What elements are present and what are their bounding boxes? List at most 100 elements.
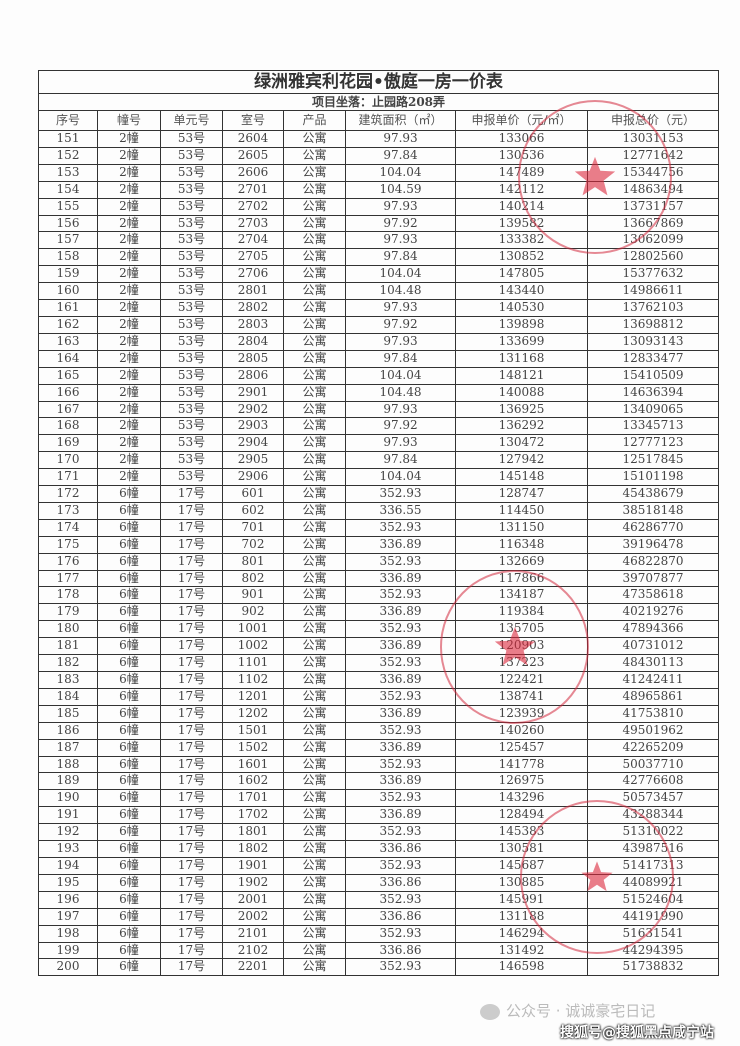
table-row: 180 6幢 17号 1001 公寓 352.93 135705 47894366 <box>38 620 719 639</box>
table-row: 166 2幢 53号 2901 公寓 104.48 140088 14636394 <box>38 383 719 402</box>
table-cell: 352.93 <box>345 789 456 808</box>
table-cell: 97.93 <box>345 332 456 351</box>
table-cell: 139898 <box>455 315 588 334</box>
table-cell: 153 <box>38 163 98 182</box>
table-cell: 53号 <box>160 214 223 233</box>
table-cell: 131492 <box>455 941 588 960</box>
table-cell: 2701 <box>222 180 284 199</box>
table-cell: 13762103 <box>587 299 719 317</box>
table-cell: 6幢 <box>97 721 161 740</box>
table-cell: 104.04 <box>345 468 456 487</box>
table-cell: 156 <box>38 214 98 233</box>
table-cell: 199 <box>38 941 98 960</box>
table-cell: 117866 <box>455 569 588 588</box>
table-cell: 53号 <box>160 299 223 317</box>
table-cell: 148121 <box>455 366 588 385</box>
table-cell: 160 <box>38 282 98 301</box>
table-cell: 146598 <box>455 958 588 977</box>
table-cell: 公寓 <box>283 738 346 757</box>
table-cell: 公寓 <box>283 349 346 368</box>
table-cell: 181 <box>38 637 98 656</box>
table-cell: 352.93 <box>345 620 456 639</box>
table-cell: 公寓 <box>283 721 346 740</box>
table-cell: 352.93 <box>345 552 456 571</box>
table-cell: 178 <box>38 586 98 605</box>
table-cell: 13667869 <box>587 214 719 233</box>
table-cell: 公寓 <box>283 569 346 588</box>
table-cell: 352.93 <box>345 856 456 875</box>
table-row: 174 6幢 17号 701 公寓 352.93 131150 46286770 <box>38 518 719 537</box>
table-cell: 12517845 <box>587 451 719 470</box>
table-row: 162 2幢 53号 2803 公寓 97.92 139898 13698812 <box>38 315 719 334</box>
table-cell: 公寓 <box>283 299 346 317</box>
table-cell: 183 <box>38 671 98 689</box>
table-cell: 公寓 <box>283 501 346 520</box>
table-cell: 14986611 <box>587 282 719 301</box>
table-cell: 104.48 <box>345 282 456 301</box>
table-cell: 公寓 <box>283 130 346 148</box>
table-cell: 1902 <box>222 873 284 892</box>
table-row: 173 6幢 17号 602 公寓 336.55 114450 38518148 <box>38 501 719 520</box>
table-cell: 336.86 <box>345 873 456 892</box>
table-cell: 97.93 <box>345 400 456 419</box>
table-row: 183 6幢 17号 1102 公寓 336.89 122421 41242411 <box>38 671 719 689</box>
table-cell: 53号 <box>160 383 223 402</box>
table-row: 179 6幢 17号 902 公寓 336.89 119384 40219276 <box>38 603 719 622</box>
table-cell: 6幢 <box>97 620 161 639</box>
table-cell: 2605 <box>222 146 284 165</box>
table-cell: 167 <box>38 400 98 419</box>
table-cell: 17号 <box>160 654 223 672</box>
table-cell: 1201 <box>222 687 284 706</box>
table-cell: 2幢 <box>97 349 161 368</box>
table-row: 200 6幢 17号 2201 公寓 352.93 146598 51738832 <box>38 958 719 977</box>
table-cell: 53号 <box>160 468 223 487</box>
table-cell: 97.93 <box>345 434 456 453</box>
table-cell: 6幢 <box>97 569 161 588</box>
table-cell: 50573457 <box>587 789 719 808</box>
table-cell: 公寓 <box>283 958 346 977</box>
table-cell: 116348 <box>455 535 588 554</box>
table-cell: 104.48 <box>345 383 456 402</box>
table-cell: 1102 <box>222 671 284 689</box>
table-cell: 120903 <box>455 637 588 656</box>
table-cell: 122421 <box>455 671 588 689</box>
table-cell: 2幢 <box>97 282 161 301</box>
table-row: 159 2幢 53号 2706 公寓 104.04 147805 15377632 <box>38 265 719 284</box>
table-row: 199 6幢 17号 2102 公寓 336.86 131492 44294395 <box>38 941 719 960</box>
table-cell: 53号 <box>160 282 223 301</box>
table-cell: 15101198 <box>587 468 719 487</box>
table-row: 155 2幢 53号 2702 公寓 97.93 140214 13731157 <box>38 197 719 216</box>
table-cell: 2幢 <box>97 400 161 419</box>
table-row: 195 6幢 17号 1902 公寓 336.86 130885 44089921 <box>38 873 719 892</box>
table-cell: 13031153 <box>587 130 719 148</box>
table-cell: 公寓 <box>283 315 346 334</box>
table-cell: 6幢 <box>97 671 161 689</box>
table-cell: 177 <box>38 569 98 588</box>
table-cell: 2幢 <box>97 434 161 453</box>
table-cell: 17号 <box>160 721 223 740</box>
table-cell: 2706 <box>222 265 284 284</box>
table-cell: 51738832 <box>587 958 719 977</box>
table-cell: 185 <box>38 704 98 723</box>
table-cell: 6幢 <box>97 654 161 672</box>
table-cell: 6幢 <box>97 518 161 537</box>
table-cell: 131188 <box>455 907 588 926</box>
table-cell: 公寓 <box>283 400 346 419</box>
table-cell: 17号 <box>160 552 223 571</box>
table-cell: 2704 <box>222 231 284 250</box>
table-cell: 1602 <box>222 772 284 791</box>
table-row: 181 6幢 17号 1002 公寓 336.89 120903 40731012 <box>38 637 719 656</box>
table-cell: 2幢 <box>97 214 161 233</box>
table-row: 176 6幢 17号 801 公寓 352.93 132669 46822870 <box>38 552 719 571</box>
table-cell: 6幢 <box>97 958 161 977</box>
table-cell: 176 <box>38 552 98 571</box>
table-cell: 2幢 <box>97 146 161 165</box>
table-row: 171 2幢 53号 2906 公寓 104.04 145148 15101198 <box>38 468 719 487</box>
table-cell: 140214 <box>455 197 588 216</box>
table-cell: 公寓 <box>283 265 346 284</box>
table-cell: 51417313 <box>587 856 719 875</box>
table-cell: 2805 <box>222 349 284 368</box>
table-cell: 46286770 <box>587 518 719 537</box>
table-cell: 168 <box>38 417 98 436</box>
